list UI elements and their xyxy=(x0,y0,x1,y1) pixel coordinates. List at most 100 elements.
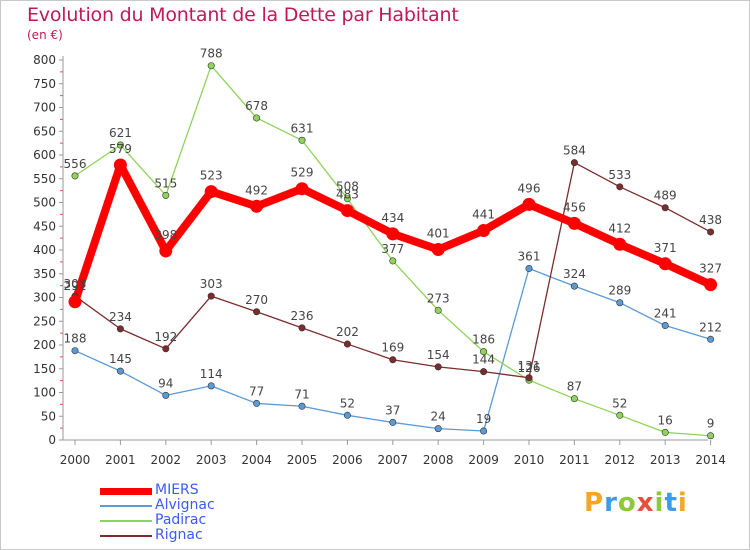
logo-letter: x xyxy=(636,488,655,518)
data-label-miers: 529 xyxy=(291,166,314,180)
y-tick-label: 700 xyxy=(33,101,56,115)
data-label-alvignac: 188 xyxy=(64,332,87,346)
data-point-alvignac xyxy=(389,418,397,426)
data-label-miers: 483 xyxy=(336,188,359,202)
data-point-alvignac xyxy=(71,347,79,355)
chart-axes: 0 50 100 150 200 250 300 350 400 450 500 550 600 650 7… xyxy=(33,53,726,467)
data-label-alvignac: 77 xyxy=(249,384,264,398)
data-point-rignac xyxy=(162,345,170,353)
data-label-rignac: 270 xyxy=(245,293,268,307)
data-point-alvignac xyxy=(298,402,306,410)
data-label-rignac: 144 xyxy=(472,353,495,367)
data-point-miers xyxy=(704,278,718,292)
logo-letter: i xyxy=(654,488,665,518)
data-point-padirac xyxy=(661,428,669,436)
data-point-padirac xyxy=(389,257,397,265)
value-labels: 188 145 94 114 77 71 52 37 24 19 361 324 289 241 212 55… xyxy=(64,47,723,431)
data-point-alvignac xyxy=(343,411,351,419)
data-label-padirac: 186 xyxy=(472,333,495,347)
logo-letter: i xyxy=(677,488,688,518)
data-point-miers xyxy=(68,295,82,309)
data-label-rignac: 202 xyxy=(336,325,359,339)
data-label-padirac: 556 xyxy=(64,157,87,171)
y-tick-label: 300 xyxy=(33,291,56,305)
data-label-miers: 492 xyxy=(245,183,268,197)
data-label-padirac: 515 xyxy=(154,176,177,190)
data-point-rignac xyxy=(480,368,488,376)
data-point-padirac xyxy=(162,191,170,199)
data-point-miers xyxy=(295,182,309,196)
data-point-rignac xyxy=(207,292,215,300)
data-point-rignac xyxy=(116,325,124,333)
data-label-miers: 496 xyxy=(518,181,541,195)
legend-label-alvignac: Alvignac xyxy=(155,497,215,513)
data-point-alvignac xyxy=(661,322,669,330)
data-point-rignac xyxy=(570,159,578,167)
x-tick-label: 2003 xyxy=(196,453,227,467)
data-label-alvignac: 324 xyxy=(563,267,586,281)
x-tick-label: 2000 xyxy=(60,453,91,467)
x-tick-label: 2009 xyxy=(468,453,499,467)
y-tick-label: 500 xyxy=(33,196,56,210)
data-label-rignac: 169 xyxy=(381,341,404,355)
logo-letter: t xyxy=(664,488,678,518)
data-point-padirac xyxy=(207,62,215,70)
data-point-alvignac xyxy=(616,299,624,307)
data-point-rignac xyxy=(343,340,351,348)
data-label-miers: 456 xyxy=(563,200,586,214)
data-label-miers: 401 xyxy=(427,227,450,241)
data-point-miers xyxy=(113,158,127,172)
data-point-padirac xyxy=(616,411,624,419)
data-label-miers: 412 xyxy=(608,221,631,235)
legend-label-miers: MIERS xyxy=(155,482,199,498)
data-point-rignac xyxy=(434,363,442,371)
data-label-rignac: 236 xyxy=(291,309,314,323)
data-point-miers xyxy=(250,199,264,213)
y-tick-label: 400 xyxy=(33,243,56,257)
x-tick-label: 2001 xyxy=(105,453,136,467)
data-label-alvignac: 94 xyxy=(158,376,173,390)
data-point-rignac xyxy=(707,228,715,236)
data-point-rignac xyxy=(389,356,397,364)
data-label-padirac: 678 xyxy=(245,99,268,113)
data-label-alvignac: 289 xyxy=(608,284,631,298)
data-label-padirac: 377 xyxy=(381,242,404,256)
logo-letter: P xyxy=(584,488,605,518)
data-point-rignac xyxy=(298,324,306,332)
data-label-miers: 371 xyxy=(654,241,677,255)
data-point-alvignac xyxy=(116,367,124,375)
data-label-miers: 523 xyxy=(200,169,223,183)
x-tick-label: 2012 xyxy=(605,453,636,467)
data-point-padirac xyxy=(253,114,261,122)
y-tick-label: 750 xyxy=(33,77,56,91)
x-tick-label: 2011 xyxy=(559,453,590,467)
data-label-alvignac: 19 xyxy=(476,412,491,426)
legend-swatch-rignac xyxy=(100,535,152,537)
data-point-miers xyxy=(477,224,491,238)
data-label-padirac: 9 xyxy=(707,417,715,431)
x-tick-label: 2006 xyxy=(332,453,363,467)
data-label-padirac: 631 xyxy=(291,121,314,135)
y-tick-label: 100 xyxy=(33,386,56,400)
data-point-rignac xyxy=(661,204,669,212)
data-label-miers: 441 xyxy=(472,208,495,222)
data-label-padirac: 621 xyxy=(109,126,132,140)
y-tick-label: 450 xyxy=(33,219,56,233)
data-label-miers: 327 xyxy=(699,262,722,276)
y-tick-label: 800 xyxy=(33,53,56,67)
legend-label-rignac: Rignac xyxy=(155,527,203,543)
y-tick-label: 200 xyxy=(33,338,56,352)
data-point-alvignac xyxy=(253,399,261,407)
data-label-alvignac: 71 xyxy=(294,387,309,401)
y-tick-label: 250 xyxy=(33,314,56,328)
y-tick-label: 550 xyxy=(33,172,56,186)
y-tick-label: 150 xyxy=(33,362,56,376)
data-point-padirac xyxy=(707,432,715,440)
data-label-padirac: 16 xyxy=(658,413,673,427)
x-tick-label: 2008 xyxy=(423,453,454,467)
data-point-miers xyxy=(658,257,672,271)
data-point-rignac xyxy=(253,308,261,316)
x-tick-label: 2005 xyxy=(287,453,318,467)
legend-swatch-alvignac xyxy=(100,505,152,507)
